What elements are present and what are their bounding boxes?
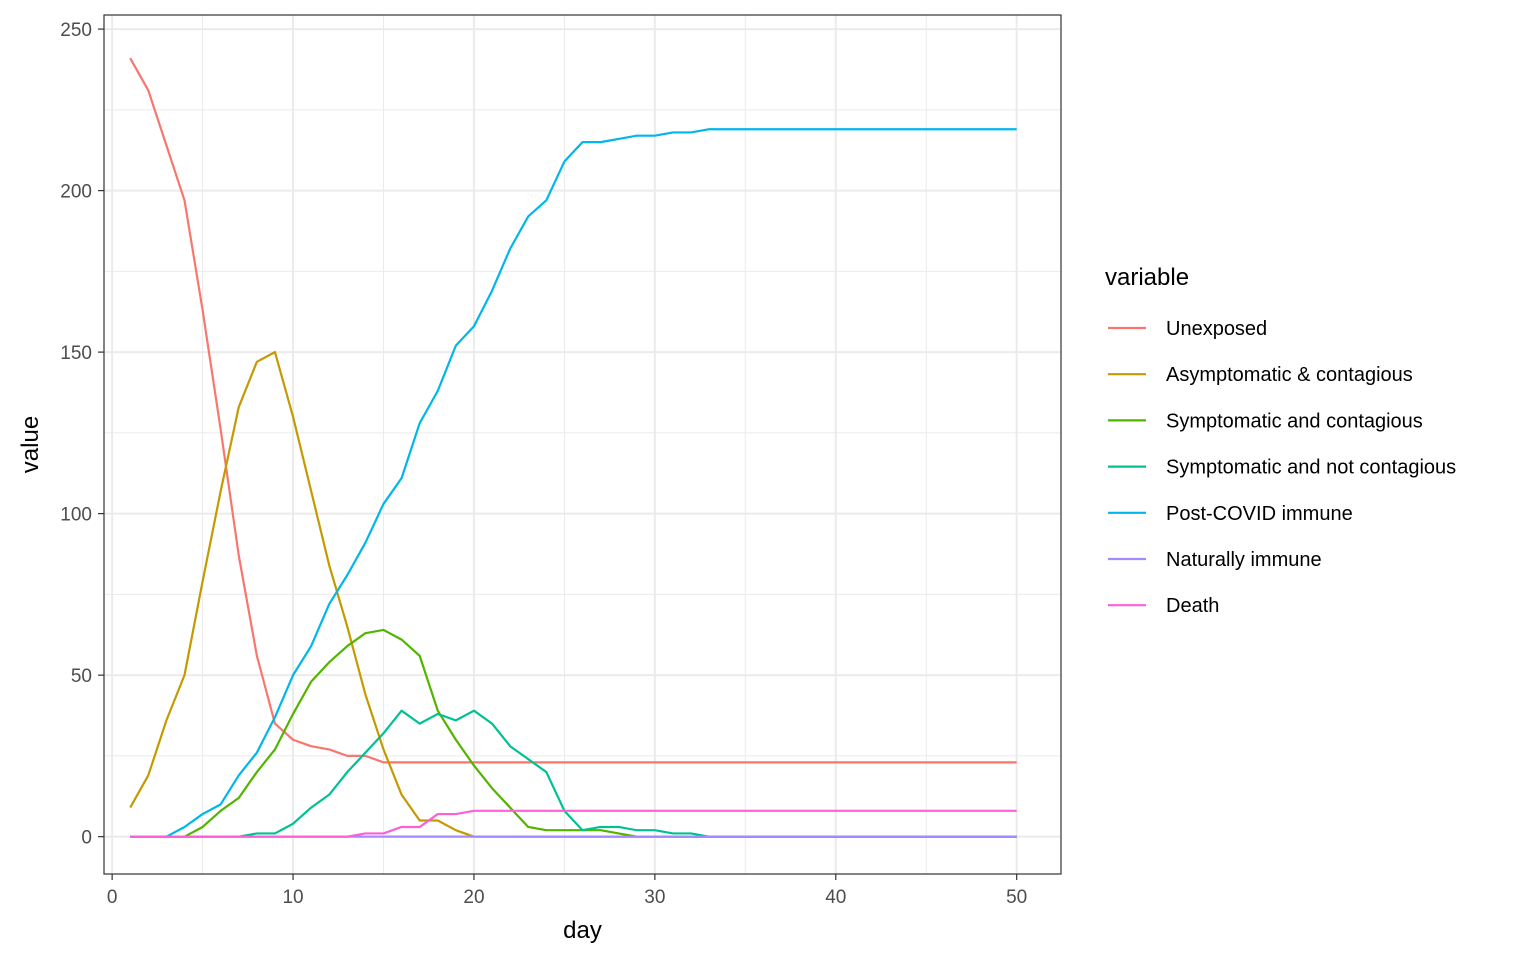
plot-panel-background xyxy=(104,15,1061,874)
x-tick-label: 0 xyxy=(107,887,118,908)
legend-label-asymptomatic-and-contagious: Asymptomatic & contagious xyxy=(1166,364,1413,386)
legend-label-naturally-immune: Naturally immune xyxy=(1166,549,1322,571)
x-tick-label: 30 xyxy=(644,887,665,908)
x-axis: 0 10 20 30 40 50 xyxy=(107,874,1027,908)
x-tick-label: 20 xyxy=(463,887,484,908)
y-axis: 0 50 100 150 200 250 xyxy=(60,20,104,849)
y-tick-label: 0 xyxy=(81,828,92,849)
y-tick-label: 200 xyxy=(60,182,92,203)
x-tick-label: 10 xyxy=(282,887,303,908)
series-lines xyxy=(129,57,1017,838)
series-line-post-covid-immune xyxy=(130,128,1017,838)
legend-label-symptomatic-and-not-contagious: Symptomatic and not contagious xyxy=(1166,457,1456,479)
legend: variable Unexposed Asymptomatic & contagi… xyxy=(1105,264,1456,617)
x-axis-title: day xyxy=(563,917,602,944)
y-axis-title: value xyxy=(17,416,44,473)
legend-label-unexposed: Unexposed xyxy=(1166,318,1267,340)
y-tick-label: 250 xyxy=(60,20,92,41)
y-tick-label: 100 xyxy=(60,505,92,526)
series-line-unexposed xyxy=(129,57,1017,764)
plot-panel-border xyxy=(103,14,1062,875)
legend-label-symptomatic-and-contagious: Symptomatic and contagious xyxy=(1166,410,1423,432)
legend-title: variable xyxy=(1105,264,1189,291)
legend-items: Unexposed Asymptomatic & contagious Sympto… xyxy=(1108,318,1456,617)
series-line-death xyxy=(130,809,1017,838)
legend-label-post-covid-immune: Post-COVID immune xyxy=(1166,503,1353,525)
major-gridlines xyxy=(104,15,1061,874)
x-tick-label: 50 xyxy=(1006,887,1027,908)
x-tick-label: 40 xyxy=(825,887,846,908)
y-tick-label: 150 xyxy=(60,343,92,364)
legend-label-death: Death xyxy=(1166,595,1219,617)
minor-gridlines xyxy=(104,15,1061,874)
y-tick-label: 50 xyxy=(71,666,92,687)
